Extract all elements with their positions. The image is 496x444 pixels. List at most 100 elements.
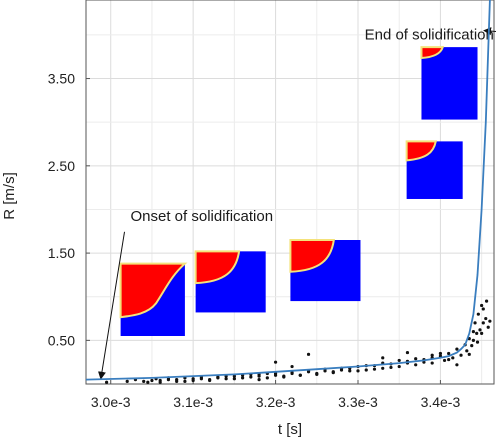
inset-images xyxy=(119,46,478,336)
data-point xyxy=(183,379,187,383)
data-point xyxy=(241,376,245,380)
y-axis-ticks: 0.50 1.50 2.50 3.50 xyxy=(48,71,90,348)
data-point xyxy=(447,351,451,356)
data-point xyxy=(389,365,393,370)
data-point xyxy=(158,380,162,384)
data-point xyxy=(481,321,485,325)
data-point xyxy=(257,378,261,382)
data-point xyxy=(364,368,368,372)
data-point xyxy=(265,376,269,380)
annotation-end: End of solidification xyxy=(365,26,494,43)
inset-image xyxy=(405,140,463,199)
data-point xyxy=(150,378,154,383)
y-tick-label: 0.50 xyxy=(48,332,75,348)
data-point xyxy=(166,378,171,382)
annotation-arrow-onset xyxy=(98,231,126,380)
annotations: End of solidification Onset of solidifica… xyxy=(98,26,496,380)
data-point xyxy=(455,347,459,351)
data-point xyxy=(381,356,385,360)
data-point xyxy=(459,353,463,357)
data-point xyxy=(480,303,484,308)
data-point xyxy=(257,374,261,378)
data-point xyxy=(476,312,480,316)
y-tick-label: 2.50 xyxy=(48,158,75,174)
data-point xyxy=(430,361,434,365)
data-point xyxy=(290,364,294,369)
data-point xyxy=(273,373,278,377)
data-point xyxy=(484,316,488,321)
data-point xyxy=(348,369,352,373)
y-tick-label: 3.50 xyxy=(48,71,75,87)
data-point xyxy=(473,321,477,325)
scatter-series xyxy=(105,299,492,384)
data-point xyxy=(467,352,471,356)
data-point xyxy=(146,380,150,384)
x-tick-label: 3.0e-3 xyxy=(91,394,131,410)
data-point xyxy=(451,356,455,360)
data-point xyxy=(414,363,418,367)
data-point xyxy=(397,364,401,369)
data-point xyxy=(315,372,319,376)
data-point xyxy=(208,378,212,383)
inset-solid-region xyxy=(194,250,241,285)
inset-image xyxy=(119,262,188,336)
data-point xyxy=(306,370,311,374)
x-tick-label: 3.3e-3 xyxy=(338,394,378,410)
inset-image xyxy=(194,250,266,313)
data-point xyxy=(475,331,479,335)
data-point xyxy=(442,358,447,363)
data-point xyxy=(306,352,311,356)
data-point xyxy=(105,380,109,384)
annotation-arrow-end xyxy=(483,27,496,36)
data-point xyxy=(438,351,443,356)
inset-solid-region xyxy=(420,46,445,60)
data-point xyxy=(471,338,475,342)
fit-curve xyxy=(85,0,491,381)
data-point xyxy=(397,358,401,363)
data-point xyxy=(356,369,360,373)
inset-solid-region xyxy=(289,239,336,273)
y-tick-label: 1.50 xyxy=(48,245,75,261)
data-point xyxy=(447,357,451,362)
data-point xyxy=(249,375,253,379)
data-point xyxy=(298,373,302,377)
data-point xyxy=(323,369,327,373)
data-point xyxy=(486,325,490,329)
data-point xyxy=(481,307,485,311)
data-point xyxy=(381,366,385,370)
data-point xyxy=(465,349,469,353)
data-point xyxy=(290,371,294,376)
x-axis-label: t [s] xyxy=(278,421,302,438)
data-point xyxy=(331,371,335,375)
data-point xyxy=(216,375,220,379)
data-point xyxy=(125,379,129,383)
x-axis-ticks: 3.0e-3 3.1e-3 3.2e-3 3.3e-3 3.4e-3 xyxy=(91,380,461,410)
data-point xyxy=(488,319,492,323)
data-point xyxy=(175,379,179,383)
data-point xyxy=(232,377,236,381)
data-point xyxy=(372,367,377,371)
data-point xyxy=(224,377,228,381)
x-tick-label: 3.1e-3 xyxy=(173,394,213,410)
inset-image xyxy=(289,239,361,302)
inset-liquid-region xyxy=(421,47,478,120)
data-point xyxy=(191,378,195,383)
x-tick-label: 3.4e-3 xyxy=(421,394,461,410)
data-point xyxy=(480,331,484,335)
data-point xyxy=(273,360,278,364)
data-point xyxy=(470,344,474,348)
plot-frame xyxy=(85,0,495,385)
inset-solid-region xyxy=(405,140,437,162)
data-point xyxy=(282,375,286,379)
data-point xyxy=(430,353,434,357)
data-point xyxy=(405,350,410,355)
inset-image xyxy=(420,46,478,120)
data-point xyxy=(232,374,236,378)
data-point xyxy=(455,363,459,367)
annotation-onset: Onset of solidification xyxy=(131,208,274,225)
data-point xyxy=(199,377,203,381)
x-tick-label: 3.2e-3 xyxy=(256,394,296,410)
data-point xyxy=(484,299,489,303)
data-point xyxy=(475,340,480,344)
